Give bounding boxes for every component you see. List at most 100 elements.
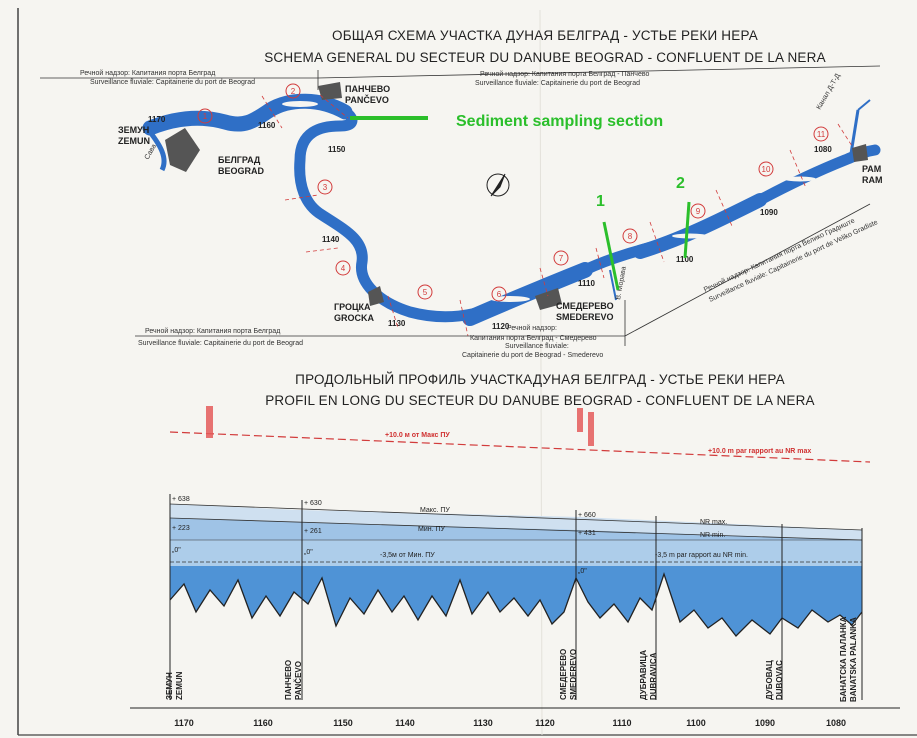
town-ram-lat: RAM <box>862 175 883 185</box>
map-km-1120: 1120 <box>492 322 510 331</box>
svg-text:7: 7 <box>559 254 564 263</box>
compass-icon <box>486 173 510 197</box>
tick-1080: 1080 <box>826 718 846 728</box>
note-top-center-ru: Речной надзор: Капитания порта Белград -… <box>480 70 649 78</box>
svg-text:ZEMUN: ZEMUN <box>175 671 184 700</box>
map-km-1090: 1090 <box>760 208 778 217</box>
town-pancevo-ru: ПАНЧЕВО <box>345 84 390 94</box>
zemun-min-level: + 223 <box>172 525 190 532</box>
map-km-1140: 1140 <box>322 235 340 244</box>
svg-text:ПАНЧЕВО: ПАНЧЕВО <box>284 660 293 700</box>
svg-text:PANČEVO: PANČEVO <box>294 661 303 700</box>
map-sections <box>197 83 853 337</box>
svg-text:1: 1 <box>203 112 208 121</box>
sampling-section-1-label: 1 <box>596 193 605 210</box>
max-level-label-ru: Макс. ПУ <box>420 507 450 514</box>
plus-10m-label-fr: +10.0 m par rapport au NR max <box>708 448 811 455</box>
pancevo-max-level: + 630 <box>304 500 322 507</box>
svg-text:6: 6 <box>497 290 502 299</box>
sampling-section-1-line <box>602 221 620 291</box>
nr-min-label: NR min. <box>700 532 725 539</box>
smederevo-max-level: + 660 <box>578 512 596 519</box>
town-pancevo-lat: PANČEVO <box>345 94 389 105</box>
tick-1150: 1150 <box>333 718 353 728</box>
zero-label-fr: -3,5 m par rapport au NR min. <box>655 552 748 559</box>
note-bottom-center-4: Capitainerie du port de Beograd - Smeder… <box>462 352 603 359</box>
svg-text:2: 2 <box>291 87 296 96</box>
svg-text:ДУБРАВИЦА: ДУБРАВИЦА <box>639 650 648 700</box>
bridge-marker-3 <box>588 412 594 446</box>
pancevo-min-level: + 261 <box>304 528 322 535</box>
tick-1110: 1110 <box>612 718 631 728</box>
note-top-center-fr: Surveillance fluviale: Capitainerie du p… <box>475 80 640 87</box>
svg-text:3: 3 <box>323 183 328 192</box>
town-symbols <box>165 82 868 310</box>
svg-text:ДУБОВАЦ: ДУБОВАЦ <box>765 660 774 700</box>
map-km-1100: 1100 <box>676 255 694 264</box>
svg-text:10: 10 <box>762 165 771 174</box>
smederevo-min-level: + 431 <box>578 530 596 537</box>
map-km-1160: 1160 <box>258 121 276 130</box>
sampling-section-2-line <box>683 201 691 259</box>
svg-text:DUBOVAC: DUBOVAC <box>775 660 784 700</box>
plus-10m-label-ru: +10.0 м от Макс ПУ <box>385 432 450 439</box>
map-km-1170: 1170 <box>148 115 166 124</box>
svg-text:4: 4 <box>341 264 346 273</box>
svg-text:БАНАТСКА ПАЛАНКА: БАНАТСКА ПАЛАНКА <box>839 616 848 702</box>
station-lines <box>169 494 863 700</box>
profile-title-fr: PROFIL EN LONG DU SECTEUR DU DANUBE BEOG… <box>265 393 815 408</box>
town-beograd-ru: БЕЛГРАД <box>218 155 261 165</box>
pancevo-zero-level: „0" <box>304 549 313 556</box>
zemun-max-level: + 638 <box>172 496 190 503</box>
town-zemun-lat: ZEMUN <box>118 136 150 146</box>
profile-bands <box>169 503 863 637</box>
svg-text:SMEDEREVO: SMEDEREVO <box>569 649 578 700</box>
sediment-sampling-label: Sediment sampling section <box>456 113 663 130</box>
map-title-fr: SCHEMA GENERAL DU SECTEUR DU DANUBE BEOG… <box>264 50 826 65</box>
tick-1160: 1160 <box>253 718 273 728</box>
note-bottom-center-2: Капитания порта Белград - Смедерево <box>470 335 597 342</box>
note-top-left-fr: Surveillance fluviale: Capitainerie du p… <box>90 79 255 86</box>
town-beograd-lat: BEOGRAD <box>218 166 265 176</box>
zemun-zero-level: „0" <box>172 547 181 554</box>
map-section-numbers: 1 2 3 4 5 6 7 8 9 10 11 <box>203 87 826 299</box>
bridge-marker-2 <box>577 408 583 432</box>
nr-max-label: NR max. <box>700 519 727 526</box>
town-smederevo-lat: SMEDEREVO <box>556 312 614 322</box>
svg-text:8: 8 <box>628 232 633 241</box>
svg-text:ЗЕМУН: ЗЕМУН <box>165 672 174 700</box>
zero-label-ru: -3,5м от Мин. ПУ <box>380 552 435 559</box>
profile-title-ru: ПРОДОЛЬНЫЙ ПРОФИЛЬ УЧАСТКАДУНАЯ БЕЛГРАД … <box>295 372 785 387</box>
town-ram-ru: РАМ <box>862 164 881 174</box>
town-grocka-ru: ГРОЦКА <box>334 302 371 312</box>
svg-text:9: 9 <box>696 207 701 216</box>
town-zemun-ru: ЗЕМУН <box>118 125 149 135</box>
svg-text:5: 5 <box>423 288 428 297</box>
town-smederevo-ru: СМЕДЕРЕВО <box>556 301 614 311</box>
town-grocka-lat: GROCKA <box>334 313 374 323</box>
plus-10m-line <box>169 431 871 463</box>
bridge-marker-1 <box>206 406 213 438</box>
tick-1100: 1100 <box>686 718 706 728</box>
svg-text:СМЕДЕРЕВО: СМЕДЕРЕВО <box>559 649 568 700</box>
tick-1120: 1120 <box>535 718 555 728</box>
map-km-1150: 1150 <box>328 145 346 154</box>
tick-1170: 1170 <box>174 718 194 728</box>
note-bottom-left-fr: Surveillance fluviale: Capitainerie du p… <box>138 340 303 347</box>
map-km-1080: 1080 <box>814 145 832 154</box>
svg-text:11: 11 <box>817 130 826 139</box>
map-title-ru: ОБЩАЯ СХЕМА УЧАСТКА ДУНАЯ БЕЛГРАД - УСТЬ… <box>332 28 758 43</box>
note-bottom-left-ru: Речной надзор: Капитания порта Белград <box>145 327 280 335</box>
svg-text:DUBRAVICA: DUBRAVICA <box>649 652 658 700</box>
svg-text:BANATSKA PALANKA: BANATSKA PALANKA <box>849 617 858 702</box>
km-axis-ticks: 1170 1160 1150 1140 1130 1120 1110 1100 … <box>174 718 846 728</box>
note-bottom-center-1: Речной надзор: <box>507 324 557 332</box>
tick-1130: 1130 <box>473 718 493 728</box>
note-top-left-ru: Речной надзор: Капитания порта Белград <box>80 69 215 77</box>
smederevo-zero-level: „0" <box>578 568 587 575</box>
map-km-1110: 1110 <box>578 279 595 288</box>
sampling-section-2-label: 2 <box>676 175 685 192</box>
min-level-label-ru: Мин. ПУ <box>418 526 446 533</box>
